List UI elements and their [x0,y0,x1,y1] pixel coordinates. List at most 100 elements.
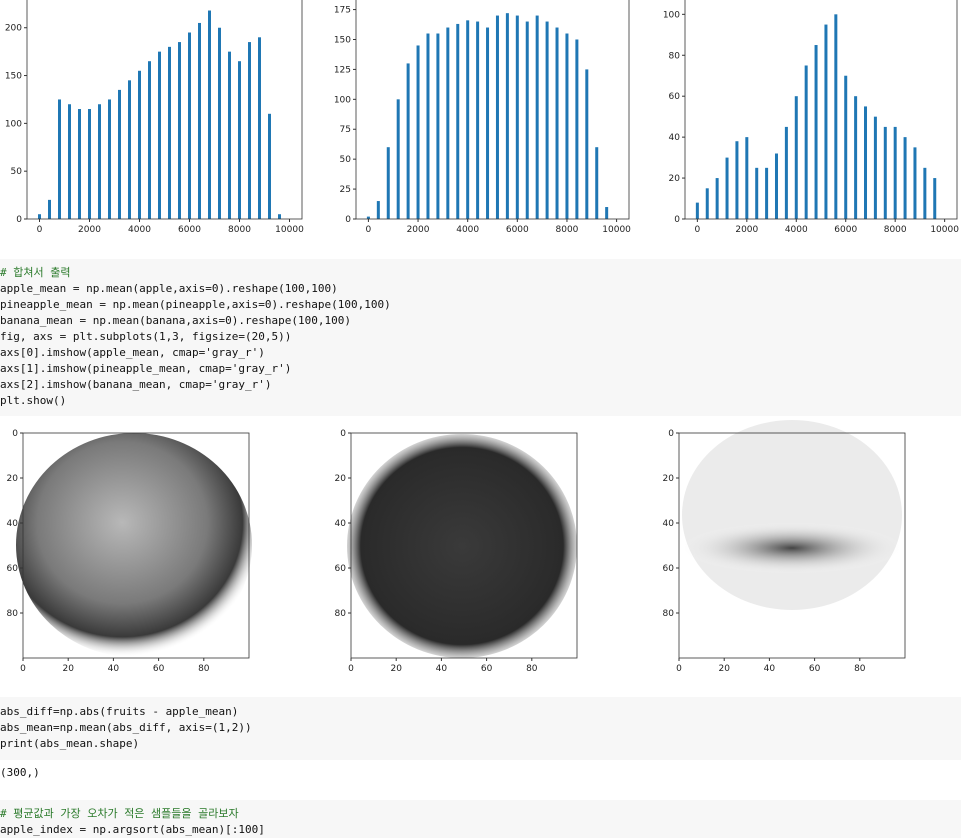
code-line: axs[0].imshow(apple_mean, cmap='gray_r') [0,346,265,359]
bar [794,96,798,219]
bar [386,147,390,219]
bar [735,141,739,219]
bar [575,39,579,219]
code-line: print(abs_mean.shape) [0,737,140,750]
x-tick-label: 10000 [930,225,959,235]
bar [695,202,699,219]
bar [268,113,271,219]
bar [406,63,410,219]
y-tick-label: 0 [16,215,22,225]
bar [883,126,887,219]
y-tick-label: 60 [335,564,347,574]
bar [745,137,749,219]
axes-frame [684,0,958,220]
x-tick-label: 4000 [785,225,808,235]
bar [366,216,370,219]
y-tick-label: 40 [335,519,347,529]
bar [138,70,141,220]
y-tick-label: 100 [663,10,680,20]
y-tick-label: 20 [669,174,681,184]
y-tick-label: 20 [335,474,347,484]
x-tick-label: 0 [348,664,354,674]
x-tick-label: 2000 [407,225,430,235]
y-tick-label: 50 [340,155,352,165]
bar [913,147,917,219]
bar [426,33,430,220]
x-tick-label: 6000 [834,225,857,235]
bar [178,42,181,220]
pineapple-image [347,434,577,658]
bar [88,109,91,219]
x-tick-label: 20 [718,664,730,674]
apple-image [16,433,252,657]
x-tick-label: 0 [694,225,700,235]
x-tick-label: 8000 [556,225,579,235]
banana-band [680,522,904,574]
x-tick-label: 4000 [128,225,151,235]
code-line: abs_diff=np.abs(fruits - apple_mean) [0,705,239,718]
x-tick-label: 80 [854,664,866,674]
x-tick-label: 40 [764,664,776,674]
bar [396,99,400,219]
y-tick-label: 150 [5,72,22,82]
y-tick-label: 60 [7,564,19,574]
x-tick-label: 0 [37,225,43,235]
bar [595,147,599,219]
y-tick-label: 0 [345,215,351,225]
bar [476,21,480,219]
y-tick-label: 80 [663,609,675,619]
bar [258,37,261,220]
y-tick-label: 40 [7,519,19,529]
y-tick-label: 25 [340,185,351,195]
code-line: axs[1].imshow(pineapple_mean, cmap='gray… [0,362,292,375]
bar [278,214,281,219]
code-cell[interactable]: abs_diff=np.abs(fruits - apple_mean) abs_… [0,697,961,760]
y-tick-label: 20 [663,474,675,484]
y-tick-label: 80 [669,51,681,61]
x-tick-label: 60 [809,664,821,674]
code-cell[interactable]: # 합쳐서 출력 apple_mean = np.mean(apple,axis=… [0,259,961,416]
code-cell[interactable]: # 평균값과 가장 오차가 적은 샘플들을 골라보자 apple_index = … [0,800,961,838]
x-tick-label: 0 [366,225,372,235]
y-tick-label: 40 [663,519,675,529]
cell-output: (300,) [0,765,40,781]
y-tick-label: 125 [334,65,351,75]
bar [58,99,61,219]
bar [525,21,529,219]
y-tick-label: 100 [5,119,22,129]
bar [436,33,440,220]
bar [715,178,719,219]
bar [864,106,868,219]
y-tick-label: 0 [674,215,680,225]
banana-image [682,420,902,610]
axes-frame [350,432,578,659]
bar [198,22,201,219]
code-line: fig, axs = plt.subplots(1,3, figsize=(20… [0,330,292,343]
bar [118,89,121,219]
bar [208,10,211,219]
x-tick-label: 40 [108,664,120,674]
bar [535,15,539,220]
bar [466,20,470,219]
x-tick-label: 8000 [884,225,907,235]
bar [446,27,450,219]
x-tick-label: 20 [390,664,402,674]
bar [68,104,71,219]
x-tick-label: 60 [153,664,165,674]
bar [555,27,559,219]
bar [585,69,589,219]
x-tick-label: 60 [481,664,493,674]
axes-frame [22,432,250,659]
axes-frame [678,432,906,659]
image-row: 0 20 40 60 80 0 20 40 60 80 0 20 40 60 80 0 20 40 60 80 0 20 4… [7,420,906,674]
y-tick-label: 20 [7,474,19,484]
y-tick-label: 80 [7,609,19,619]
bar [804,65,808,219]
y-tick-label: 0 [340,429,346,439]
x-tick-label: 80 [198,664,210,674]
bar [158,51,161,219]
y-tick-label: 60 [669,92,681,102]
y-tick-label: 75 [340,125,351,135]
output-text: (300,) [0,766,40,779]
